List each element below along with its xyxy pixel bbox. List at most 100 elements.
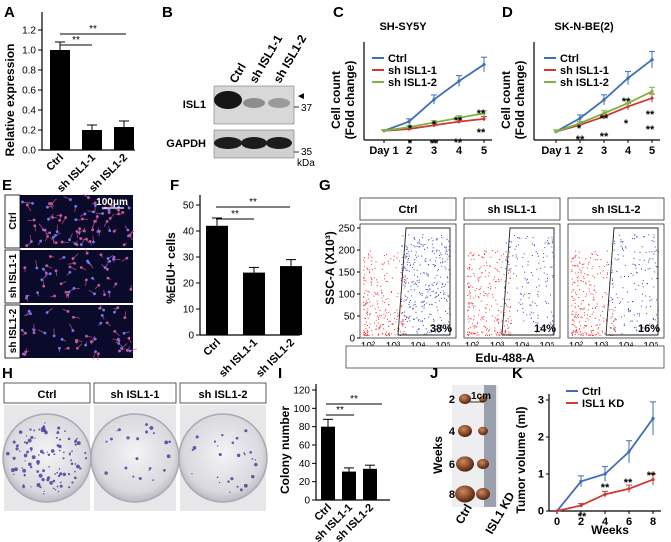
g-dot-blue	[426, 333, 428, 335]
i-sig-1: **	[350, 394, 358, 405]
g-dot-red	[403, 281, 405, 283]
g-dot-red	[374, 308, 376, 310]
g-plot-frame	[567, 223, 665, 339]
e-cell-nucleus	[85, 334, 88, 338]
g-dot-red	[370, 281, 372, 283]
g-dot-red	[364, 261, 366, 263]
g-dot-red	[380, 289, 382, 291]
g-dot-red	[475, 288, 477, 290]
g-dot-red	[363, 301, 365, 303]
g-dot-red	[613, 310, 615, 312]
g-dot-blue	[636, 235, 638, 237]
g-dot-red	[578, 333, 580, 335]
b-unit: kDa	[297, 158, 315, 169]
h-colony	[44, 422, 46, 424]
d-legend-label: sh ISL1-1	[560, 65, 609, 77]
e-cell-nucleus	[58, 346, 61, 350]
g-dot-red	[397, 330, 399, 332]
g-dot-blue	[653, 241, 655, 243]
g-dot-red	[480, 266, 482, 268]
g-dot-red	[573, 320, 575, 322]
g-dot-blue	[435, 260, 437, 262]
e-cell-nucleus	[49, 255, 52, 258]
g-dot-red	[378, 327, 380, 329]
g-dot-red	[487, 295, 489, 297]
g-dot-blue	[421, 306, 423, 308]
g-dot-red	[498, 318, 500, 320]
g-dot-red	[498, 280, 500, 282]
g-dot-red	[481, 272, 483, 274]
h-colony	[59, 484, 63, 488]
g-dot-red	[592, 334, 594, 336]
k-point	[627, 487, 631, 491]
e-cell-nucleus	[67, 290, 71, 294]
g-dot-red	[386, 272, 388, 274]
g-dot-blue	[543, 260, 545, 262]
g-dot-blue	[433, 320, 435, 322]
h-colony	[15, 444, 19, 448]
g-dot-red	[575, 250, 577, 252]
g-dot-red	[367, 298, 369, 300]
g-dot-blue	[431, 291, 433, 293]
e-cell-nucleus	[96, 352, 100, 356]
g-dot-red	[402, 320, 404, 322]
g-dot-blue	[651, 251, 653, 253]
g-dot-blue	[546, 280, 548, 282]
g-dot-red	[504, 332, 506, 334]
e-cell-nucleus	[29, 312, 32, 316]
g-dot-red	[364, 332, 366, 334]
g-dot-red	[379, 327, 381, 329]
h-colony	[254, 459, 256, 461]
g-dot-red	[496, 268, 498, 270]
h-colony	[31, 455, 36, 460]
g-dot-red	[598, 319, 600, 321]
g-dot-blue	[404, 267, 406, 269]
h-colony	[10, 468, 15, 473]
k-point	[603, 472, 607, 476]
g-dot-red	[586, 333, 588, 335]
g-dot-blue	[411, 295, 413, 297]
g-dot-blue	[520, 299, 522, 301]
e-cell-nucleus	[85, 251, 89, 255]
i-ylabel: Colony number	[278, 406, 292, 494]
g-dot-red	[492, 250, 494, 252]
g-dot-blue	[420, 273, 422, 275]
g-dot-red	[478, 334, 480, 336]
k-annotation: **	[601, 482, 610, 494]
g-dot-red	[363, 304, 365, 306]
g-dot-red	[476, 326, 478, 328]
b-band-isl1-sh2	[268, 98, 290, 108]
g-dot-blue	[439, 317, 441, 319]
g-dot-blue	[433, 253, 435, 255]
g-dot-red	[401, 323, 403, 325]
g-dot-blue	[519, 237, 521, 239]
g-dot-blue	[522, 266, 524, 268]
f-sig-1: **	[249, 197, 257, 208]
g-dot-red	[470, 333, 472, 335]
g-dot-red	[574, 330, 576, 332]
g-dot-red	[600, 259, 602, 261]
g-dot-red	[503, 314, 505, 316]
g-dot-red	[364, 331, 366, 333]
g-dot-blue	[436, 325, 438, 327]
h-colony	[68, 486, 71, 489]
g-dot-blue	[649, 300, 651, 302]
g-dot-blue	[417, 255, 419, 257]
g-dot-blue	[441, 283, 443, 285]
g-dot-red	[504, 330, 506, 332]
g-dot-blue	[634, 265, 636, 267]
h-colony	[229, 491, 231, 493]
g-dot-red	[597, 328, 599, 330]
g-dot-blue	[403, 281, 405, 283]
e-cell-nucleus	[55, 230, 59, 234]
h-colony	[42, 469, 46, 473]
g-dot-blue	[643, 236, 645, 238]
g-dot-red	[599, 324, 601, 326]
e-cell-nucleus	[117, 341, 121, 345]
g-dot-red	[582, 267, 584, 269]
e-cell-nucleus	[91, 276, 94, 280]
g-dot-red	[582, 308, 584, 310]
g-dot-red	[469, 286, 471, 288]
g-dot-red	[367, 253, 369, 255]
